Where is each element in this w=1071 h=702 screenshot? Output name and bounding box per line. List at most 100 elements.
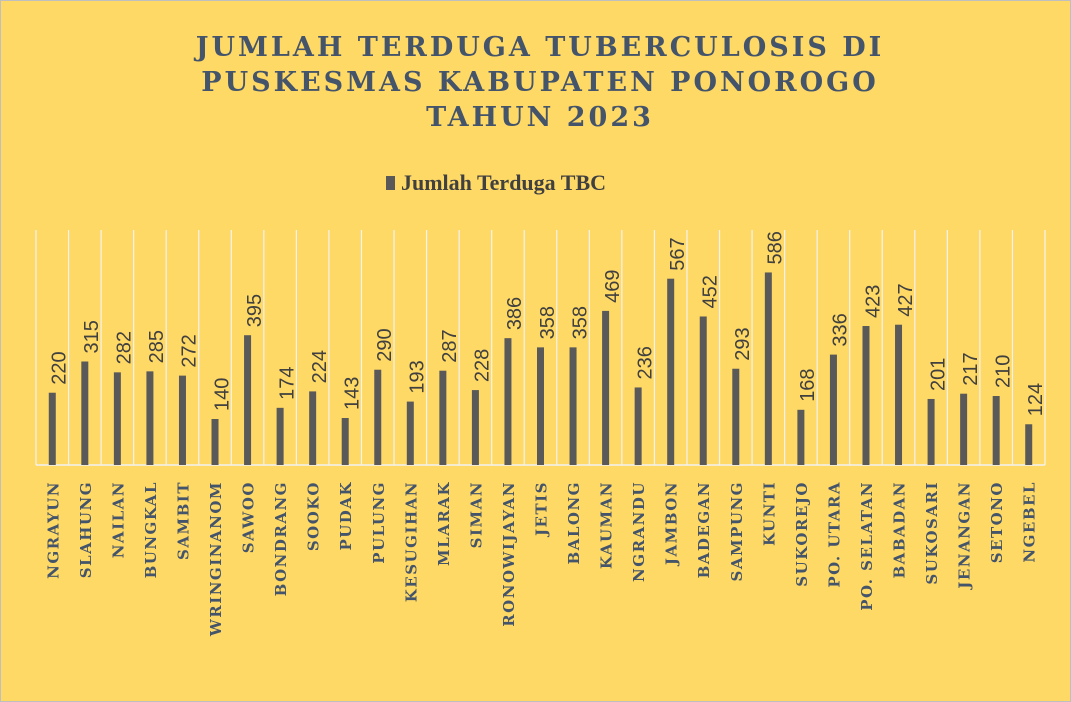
data-label: 124: [1025, 383, 1047, 416]
data-label: 395: [244, 294, 266, 327]
bar: [439, 370, 447, 465]
data-label: 168: [797, 368, 819, 401]
bar: [341, 418, 349, 465]
data-label: 220: [49, 351, 71, 384]
bar: [699, 316, 707, 465]
bar: [537, 347, 544, 465]
chart-title: PUSKESMAS KABUPATEN PONOROGO: [201, 67, 878, 98]
x-tick-label: NGRAYUN: [44, 481, 62, 579]
x-tick-label: PO. UTARA: [825, 481, 843, 588]
data-label: 282: [114, 331, 136, 364]
chart-title: TAHUN 2023: [426, 102, 654, 133]
data-label: 236: [634, 346, 656, 379]
chart-title: JUMLAH TERDUGA TUBERCULOSIS DI: [194, 32, 885, 63]
bar: [667, 278, 675, 465]
data-label: 193: [407, 360, 429, 393]
data-label: 272: [179, 334, 201, 367]
bar: [276, 407, 284, 465]
data-label: 336: [830, 313, 852, 346]
bar: [309, 391, 317, 465]
x-tick-label: BUNGKAL: [142, 481, 160, 578]
data-label: 452: [700, 275, 722, 308]
x-tick-label: JETIS: [533, 481, 551, 538]
x-tick-label: PULUNG: [370, 481, 388, 564]
bar: [797, 409, 805, 465]
bar: [211, 419, 219, 465]
bar: [569, 347, 577, 465]
bar: [634, 387, 642, 465]
bar: [504, 338, 512, 465]
bar: [81, 361, 89, 465]
bar: [374, 369, 382, 465]
data-label: 217: [960, 352, 982, 385]
data-label: 423: [862, 285, 884, 318]
bar: [1025, 424, 1033, 465]
x-tick-label: SAMBIT: [174, 481, 192, 560]
data-label: 567: [667, 237, 689, 270]
bar: [146, 371, 154, 465]
data-label: 293: [732, 327, 754, 360]
x-tick-label: JENANGAN: [956, 481, 974, 591]
x-tick-label: SOOKO: [305, 481, 323, 551]
x-tick-label: BADEGAN: [695, 481, 713, 578]
bar: [178, 375, 186, 465]
bar: [244, 335, 252, 465]
x-tick-label: KAUMAN: [598, 481, 616, 569]
bar: [829, 354, 837, 465]
x-tick-label: NGRANDU: [630, 481, 648, 582]
data-label: 427: [895, 283, 917, 316]
x-tick-label: KESUGIHAN: [402, 481, 420, 602]
bar: [113, 372, 121, 465]
bar: [960, 393, 968, 465]
data-label: 143: [341, 377, 363, 410]
x-tick-label: BABADAN: [891, 481, 909, 579]
bar: [471, 390, 479, 465]
data-label: 290: [374, 328, 396, 361]
x-tick-label: SUKOSARI: [923, 481, 941, 585]
data-label: 386: [504, 297, 526, 330]
data-label: 210: [992, 355, 1014, 388]
data-label: 358: [569, 306, 591, 339]
x-tick-label: KUNTI: [760, 481, 778, 546]
x-tick-label: BONDRANG: [272, 481, 290, 596]
x-tick-label: JAMBON: [663, 481, 681, 567]
x-tick-label: SIMAN: [467, 481, 485, 548]
x-tick-label: SAMPUNG: [728, 481, 746, 581]
x-tick-label: MLARAK: [435, 481, 453, 566]
bar: [927, 398, 935, 465]
data-label: 201: [927, 358, 949, 391]
x-tick-label: SLAHUNG: [77, 481, 95, 578]
x-tick-label: BALONG: [565, 481, 583, 564]
bar: [992, 396, 1000, 465]
x-tick-label: NAILAN: [109, 481, 127, 558]
x-tick-label: NGEBEL: [1021, 481, 1039, 563]
data-label: 174: [276, 366, 298, 399]
bar: [406, 401, 414, 465]
x-tick-label: PO. SELATAN: [858, 481, 876, 611]
bar: [862, 326, 870, 465]
bar: [602, 310, 610, 465]
data-label: 228: [472, 349, 494, 382]
legend-label: Jumlah Terduga TBC: [401, 170, 606, 195]
data-label: 224: [309, 350, 331, 383]
data-label: 315: [81, 320, 103, 353]
data-label: 285: [146, 330, 168, 363]
bar: [48, 392, 56, 465]
data-label: 287: [439, 329, 461, 362]
legend-swatch: [386, 176, 395, 190]
x-tick-label: SETONO: [988, 481, 1006, 563]
x-tick-label: SAWOO: [240, 481, 258, 553]
data-label: 469: [602, 270, 624, 303]
x-tick-label: RONOWIJAYAN: [500, 481, 518, 627]
data-label: 586: [765, 231, 787, 264]
bar: [895, 324, 903, 465]
data-label: 140: [211, 378, 233, 411]
data-label: 358: [537, 306, 559, 339]
bar: [764, 272, 772, 465]
x-tick-label: WRINGINANOM: [207, 481, 225, 637]
bar: [732, 368, 740, 465]
x-tick-label: PUDAK: [337, 481, 355, 551]
x-tick-label: SUKOREJO: [793, 481, 811, 587]
